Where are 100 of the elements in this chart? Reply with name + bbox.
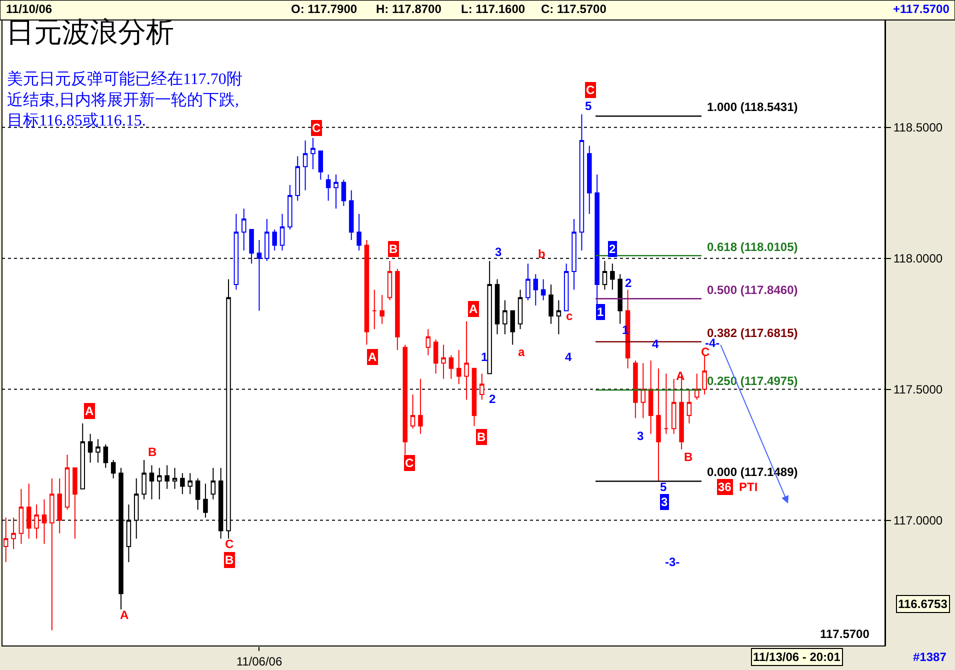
- annotation: B: [225, 553, 234, 567]
- candlestick: [42, 498, 47, 544]
- candlestick: [441, 344, 446, 380]
- candlestick: [395, 268, 400, 351]
- candlestick: [96, 438, 100, 464]
- ref-line-label: 0.618 (118.0105): [707, 240, 798, 254]
- candlestick: [50, 478, 54, 631]
- candlestick: [579, 114, 584, 251]
- candlestick: [302, 140, 308, 191]
- annotation: C: [312, 121, 321, 135]
- candlestick: [348, 190, 354, 241]
- annotation: A: [120, 608, 129, 622]
- text: C: 117.5700: [541, 2, 607, 16]
- annotation: C: [225, 537, 234, 551]
- candlestick: [572, 218, 576, 290]
- candlestick: [648, 360, 654, 434]
- candlestick: [494, 278, 500, 335]
- candlestick: [203, 483, 208, 518]
- candlestick: [149, 464, 154, 500]
- annotation: B: [148, 445, 157, 459]
- text: L: 117.1600: [461, 2, 526, 16]
- candlestick: [172, 467, 178, 490]
- annotation: 5: [660, 480, 667, 494]
- text: 11/10/06: [6, 2, 52, 16]
- candlestick: [518, 289, 523, 330]
- candlestick: [480, 373, 484, 400]
- y-tick-label: 118.5000: [893, 120, 943, 135]
- candlestick: [664, 373, 669, 434]
- candlestick: [26, 483, 32, 540]
- annotation: c: [566, 309, 573, 323]
- candlestick: [256, 240, 262, 312]
- text: 11/13/06 - 20:01: [753, 650, 841, 664]
- candlestick: [318, 150, 324, 180]
- annotation: 2: [609, 242, 616, 256]
- candlestick: [686, 388, 692, 424]
- y-tick-label: 117.5000: [893, 382, 943, 397]
- annotation: 4: [565, 350, 572, 364]
- candlestick: [702, 354, 707, 396]
- annotation: C: [405, 456, 414, 470]
- ref-line-label: 1.000 (118.5431): [707, 100, 798, 114]
- candlestick: [103, 444, 108, 468]
- candlestick: [241, 208, 246, 251]
- annotation: 5: [585, 99, 592, 113]
- candlestick: [533, 274, 538, 306]
- candlestick: [640, 362, 646, 419]
- candlestick: [288, 184, 292, 230]
- candlestick: [188, 472, 192, 495]
- annotation: 2: [489, 392, 496, 406]
- annotation: b: [538, 247, 546, 261]
- annotation: A: [85, 404, 94, 418]
- candlestick: [387, 260, 392, 301]
- text: O: 117.7900: [291, 2, 358, 16]
- candlestick: [448, 354, 454, 380]
- ref-line-label: 0.500 (117.8460): [707, 283, 798, 297]
- candlestick: [326, 174, 331, 202]
- annotation: 117.5700: [820, 627, 870, 641]
- candlestick: [456, 350, 462, 385]
- candlestick: [34, 504, 39, 540]
- candlestick: [210, 467, 216, 500]
- annotation: 3: [661, 495, 668, 509]
- annotation: B: [389, 242, 398, 256]
- candlestick: [487, 260, 492, 374]
- candlestick: [510, 310, 515, 346]
- candlestick: [587, 145, 592, 214]
- candlestick: [164, 464, 170, 490]
- candlestick: [72, 467, 78, 540]
- ref-line-label: 0.382 (117.6815): [707, 326, 798, 340]
- text: H: 117.8700: [376, 2, 442, 16]
- text: 116.6753: [898, 597, 948, 611]
- candlestick: [694, 373, 700, 400]
- candlestick: [88, 433, 93, 464]
- candlestick: [157, 467, 162, 500]
- candlestick: [410, 394, 416, 430]
- candlestick: [18, 488, 24, 544]
- annotation: B: [477, 430, 486, 444]
- annotation: 1: [597, 305, 604, 319]
- candlestick: [310, 137, 316, 170]
- candlestick: [11, 517, 16, 550]
- annotation: 3: [495, 245, 502, 259]
- candlestick: [295, 156, 300, 202]
- candlestick: [464, 320, 469, 400]
- text: 美元日元反弹可能已经在117.70附近结束,日内将展开新一轮的下跌,目标116.85或116.15.: [7, 70, 242, 130]
- x-tick-label: 11/06/06: [236, 654, 282, 668]
- candlestick: [671, 378, 676, 434]
- annotation: 2: [625, 276, 632, 290]
- candlestick: [334, 174, 338, 210]
- candlestick: [249, 229, 254, 264]
- candlestick: [602, 260, 608, 290]
- candlestick: [380, 294, 384, 324]
- annotation: A: [368, 350, 377, 364]
- candlestick: [526, 263, 530, 301]
- candlestick: [502, 300, 508, 335]
- candlestick: [80, 422, 85, 490]
- candlestick: [418, 378, 423, 434]
- candlestick: [540, 278, 546, 301]
- annotation: C: [701, 345, 710, 359]
- candlestick: [610, 263, 615, 290]
- annotation: PTI: [739, 480, 758, 494]
- candlestick: [234, 213, 239, 290]
- candlestick: [180, 472, 185, 495]
